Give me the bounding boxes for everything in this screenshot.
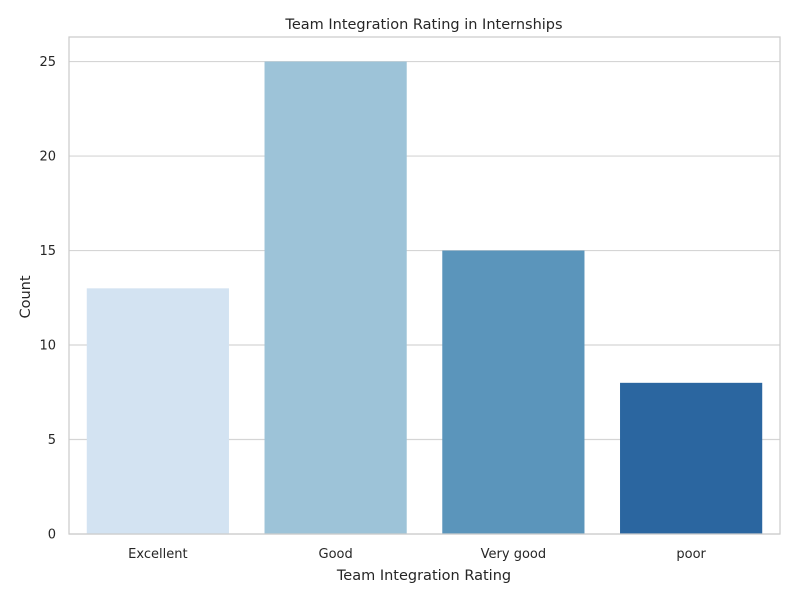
- x-tick-label: Good: [319, 547, 353, 562]
- y-tick-label: 0: [48, 528, 56, 543]
- y-tick-labels: 0 5 10 15 20 25: [39, 55, 56, 542]
- x-tick-label: poor: [676, 547, 706, 562]
- plot-frame: [68, 36, 781, 535]
- y-tick-label: 25: [39, 55, 56, 70]
- y-axis-label: Count: [18, 275, 34, 318]
- y-tick-label: 15: [39, 244, 56, 259]
- x-tick-label: Very good: [481, 547, 546, 562]
- bar-good: [264, 61, 407, 535]
- bar-very-good: [442, 250, 585, 534]
- y-tick-label: 20: [39, 150, 56, 165]
- x-axis-label: Team Integration Rating: [336, 568, 511, 584]
- y-tick-label: 5: [48, 433, 56, 448]
- x-tick-labels: Excellent Good Very good poor: [128, 547, 706, 562]
- bar-excellent: [86, 288, 229, 534]
- chart-title: Team Integration Rating in Internships: [284, 17, 562, 33]
- bars: [86, 61, 763, 535]
- y-tick-label: 10: [39, 339, 56, 354]
- bar-poor: [620, 382, 763, 534]
- x-tick-label: Excellent: [128, 547, 187, 562]
